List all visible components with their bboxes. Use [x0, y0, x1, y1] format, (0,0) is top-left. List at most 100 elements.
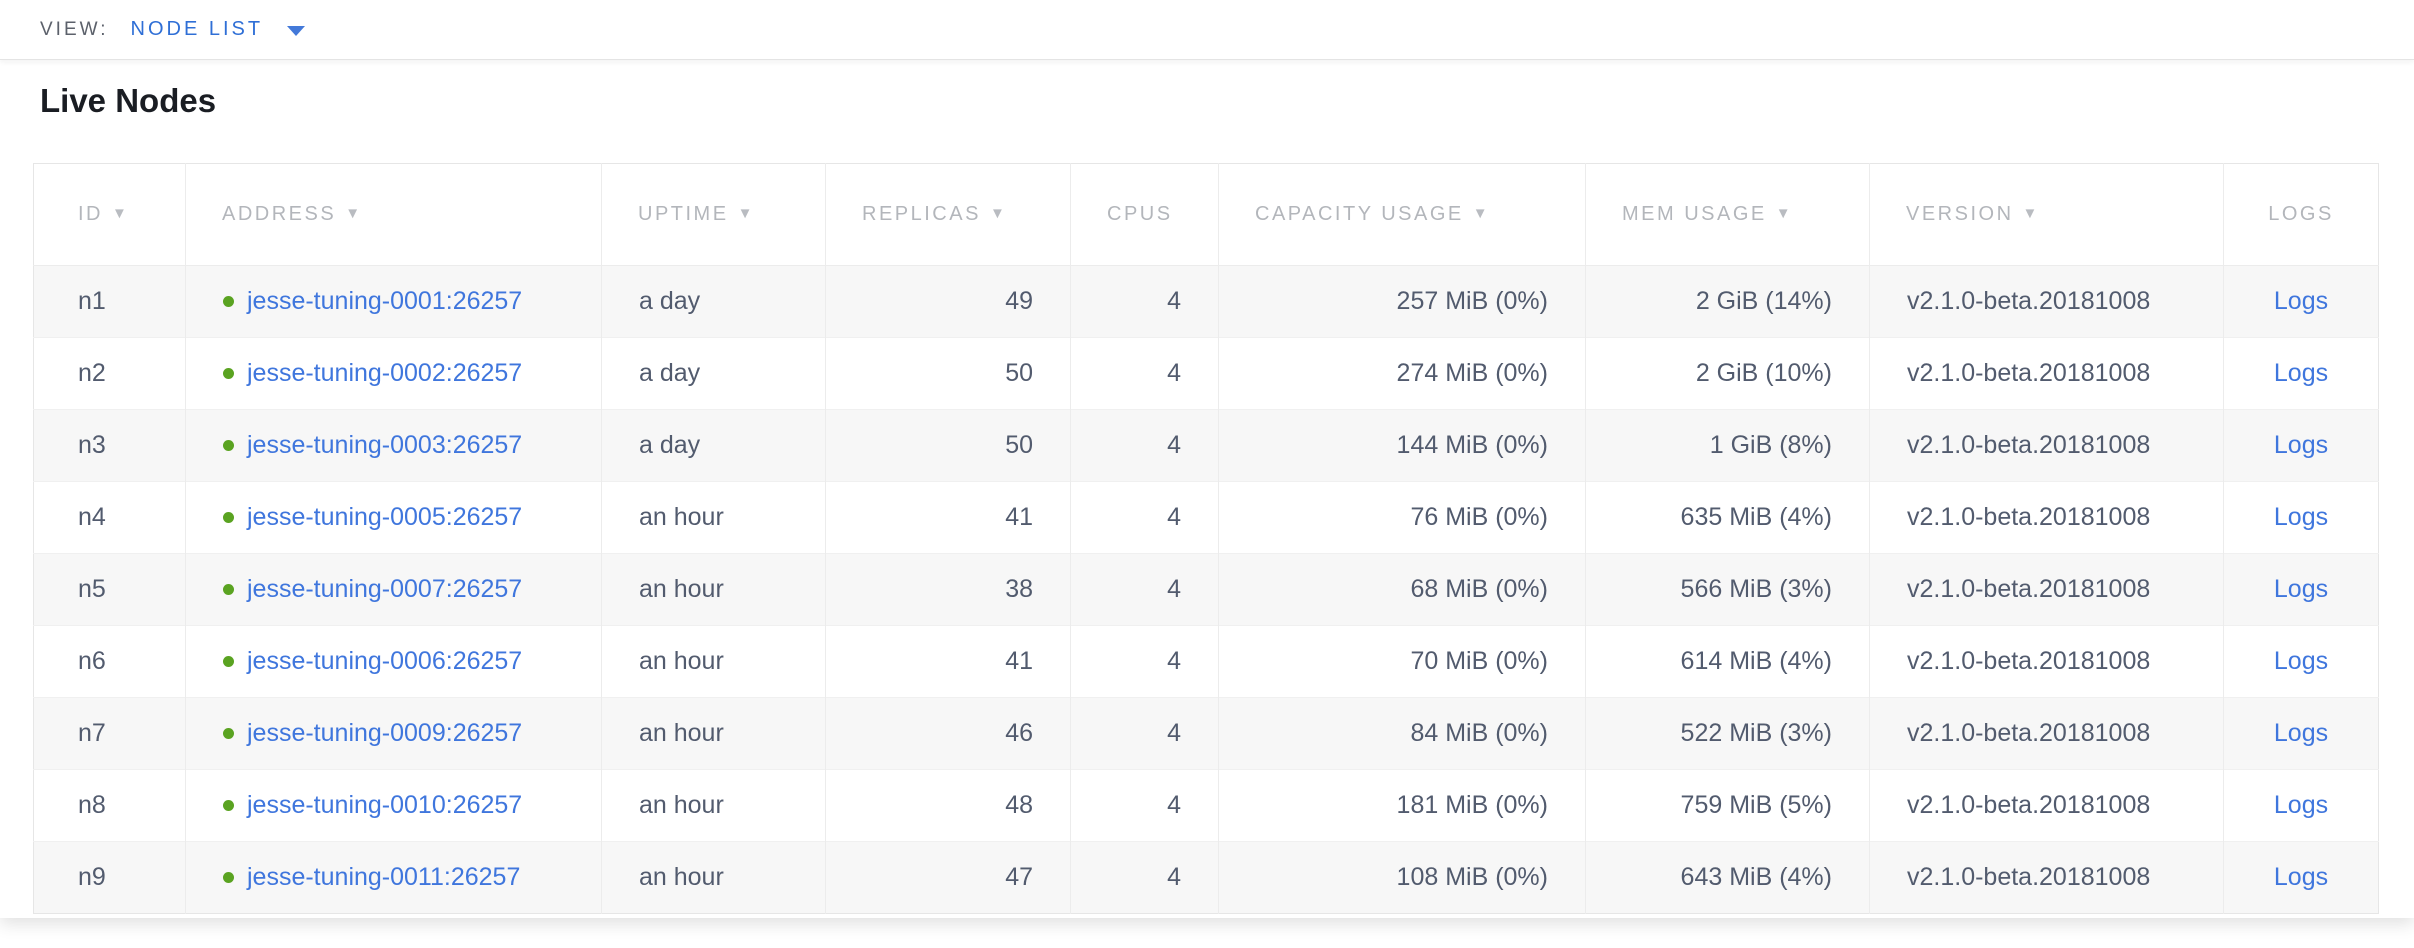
node-address-link[interactable]: jesse-tuning-0009:26257 [247, 719, 523, 747]
node-live-status-icon [223, 872, 234, 883]
cell-capacity: 257 MiB (0%) [1218, 265, 1586, 338]
cell-version: v2.1.0-beta.20181008 [1869, 841, 2224, 914]
node-logs-link[interactable]: Logs [2273, 359, 2329, 387]
cell-mem: 2 GiB (14%) [1585, 265, 1870, 338]
cell-logs: Logs [2223, 265, 2379, 338]
node-address-link[interactable]: jesse-tuning-0010:26257 [247, 791, 523, 819]
node-logs-link[interactable]: Logs [2273, 287, 2329, 315]
node-live-status-icon [223, 728, 234, 739]
cell-replicas: 38 [825, 553, 1071, 626]
sort-desc-icon: ▼ [989, 205, 1008, 222]
node-live-status-icon [223, 512, 234, 523]
cell-replicas: 41 [825, 481, 1071, 554]
node-row-n6: n6 jesse-tuning-0006:26257 an hour 41 4 70 Mi… [33, 625, 2379, 698]
column-header-address[interactable]: ADDRESS ▼ [185, 163, 602, 266]
sort-desc-icon: ▼ [1472, 205, 1491, 222]
cell-id: n7 [33, 697, 186, 770]
cell-address: jesse-tuning-0010:26257 [185, 769, 602, 842]
node-row-n1: n1 jesse-tuning-0001:26257 a day 49 4 257 MiB… [33, 265, 2379, 338]
node-address-link[interactable]: jesse-tuning-0011:26257 [247, 863, 521, 891]
sort-desc-icon: ▼ [345, 205, 363, 222]
page-title: Live Nodes [40, 82, 217, 119]
cell-cpus: 4 [1070, 841, 1219, 914]
cell-version: v2.1.0-beta.20181008 [1869, 697, 2224, 770]
column-header-uptime[interactable]: UPTIME ▼ [601, 163, 826, 266]
cell-address: jesse-tuning-0006:26257 [185, 625, 602, 698]
column-header-label: MEM USAGE [1622, 203, 1767, 225]
column-header-label: VERSION [1906, 203, 2014, 225]
node-row-n3: n3 jesse-tuning-0003:26257 a day 50 4 144 MiB… [33, 409, 2379, 482]
node-address-link[interactable]: jesse-tuning-0007:26257 [247, 575, 523, 603]
cell-logs: Logs [2223, 337, 2379, 410]
cell-id: n1 [33, 265, 186, 338]
cell-mem: 759 MiB (5%) [1585, 769, 1870, 842]
node-logs-link[interactable]: Logs [2273, 719, 2329, 747]
cell-mem: 522 MiB (3%) [1585, 697, 1870, 770]
cell-address: jesse-tuning-0003:26257 [185, 409, 602, 482]
cell-id: n3 [33, 409, 186, 482]
cell-cpus: 4 [1070, 769, 1219, 842]
node-row-n5: n5 jesse-tuning-0007:26257 an hour 38 4 68 Mi… [33, 553, 2379, 626]
node-logs-link[interactable]: Logs [2273, 431, 2329, 459]
node-address-link[interactable]: jesse-tuning-0006:26257 [247, 647, 523, 675]
node-logs-link[interactable]: Logs [2273, 863, 2329, 891]
node-row-n2: n2 jesse-tuning-0002:26257 a day 50 4 274 MiB… [33, 337, 2379, 410]
node-live-status-icon [223, 368, 234, 379]
sort-desc-icon: ▼ [737, 205, 755, 222]
cell-address: jesse-tuning-0011:26257 [185, 841, 602, 914]
cell-cpus: 4 [1070, 409, 1219, 482]
node-address-link[interactable]: jesse-tuning-0005:26257 [247, 503, 523, 531]
cell-uptime: an hour [601, 553, 826, 626]
view-bar: VIEW: NODE LIST [0, 0, 2414, 60]
cell-cpus: 4 [1070, 625, 1219, 698]
cell-id: n8 [33, 769, 186, 842]
node-logs-link[interactable]: Logs [2273, 791, 2329, 819]
node-row-n7: n7 jesse-tuning-0009:26257 an hour 46 4 84 Mi… [33, 697, 2379, 770]
cell-version: v2.1.0-beta.20181008 [1869, 265, 2224, 338]
cell-address: jesse-tuning-0007:26257 [185, 553, 602, 626]
column-header-id[interactable]: ID ▼ [33, 163, 186, 266]
cell-replicas: 49 [825, 265, 1071, 338]
cell-replicas: 48 [825, 769, 1071, 842]
cell-address: jesse-tuning-0009:26257 [185, 697, 602, 770]
node-address-link[interactable]: jesse-tuning-0001:26257 [247, 287, 523, 315]
cell-mem: 566 MiB (3%) [1585, 553, 1870, 626]
node-address-link[interactable]: jesse-tuning-0002:26257 [247, 359, 523, 387]
cell-id: n4 [33, 481, 186, 554]
node-row-n9: n9 jesse-tuning-0011:26257 an hour 47 4 108 M… [33, 841, 2379, 914]
node-live-status-icon [223, 584, 234, 595]
cell-id: n9 [33, 841, 186, 914]
cell-cpus: 4 [1070, 481, 1219, 554]
cell-replicas: 41 [825, 625, 1071, 698]
node-logs-link[interactable]: Logs [2273, 503, 2329, 531]
table-header-row: ID ▼ ADDRESS ▼ UPTIME ▼ REPLICAS ▼ CPUS CAPACITY … [33, 163, 2379, 266]
column-header-label: CPUS [1107, 203, 1173, 225]
node-address-link[interactable]: jesse-tuning-0003:26257 [247, 431, 523, 459]
column-header-label: UPTIME [638, 203, 729, 225]
cell-replicas: 50 [825, 337, 1071, 410]
column-header-replicas[interactable]: REPLICAS ▼ [825, 163, 1071, 266]
cell-capacity: 108 MiB (0%) [1218, 841, 1586, 914]
view-selector-dropdown[interactable]: NODE LIST [131, 18, 306, 41]
table-header: ID ▼ ADDRESS ▼ UPTIME ▼ REPLICAS ▼ CPUS CAPACITY … [33, 163, 2379, 266]
cell-version: v2.1.0-beta.20181008 [1869, 337, 2224, 410]
node-row-n8: n8 jesse-tuning-0010:26257 an hour 48 4 181 M… [33, 769, 2379, 842]
cell-id: n6 [33, 625, 186, 698]
cell-uptime: an hour [601, 697, 826, 770]
column-header-version[interactable]: VERSION ▼ [1869, 163, 2224, 266]
node-row-n4: n4 jesse-tuning-0005:26257 an hour 41 4 76 Mi… [33, 481, 2379, 554]
cell-uptime: a day [601, 409, 826, 482]
node-logs-link[interactable]: Logs [2273, 575, 2329, 603]
column-header-label: ADDRESS [222, 203, 337, 225]
cell-id: n5 [33, 553, 186, 626]
cell-logs: Logs [2223, 481, 2379, 554]
cell-logs: Logs [2223, 625, 2379, 698]
column-header-capacity[interactable]: CAPACITY USAGE ▼ [1218, 163, 1586, 266]
cell-version: v2.1.0-beta.20181008 [1869, 769, 2224, 842]
node-live-status-icon [223, 296, 234, 307]
cell-capacity: 84 MiB (0%) [1218, 697, 1586, 770]
node-logs-link[interactable]: Logs [2273, 647, 2329, 675]
column-header-mem[interactable]: MEM USAGE ▼ [1585, 163, 1870, 266]
live-nodes-table: ID ▼ ADDRESS ▼ UPTIME ▼ REPLICAS ▼ CPUS CAPACITY … [33, 163, 2379, 914]
column-header-cpus: CPUS [1070, 163, 1219, 266]
